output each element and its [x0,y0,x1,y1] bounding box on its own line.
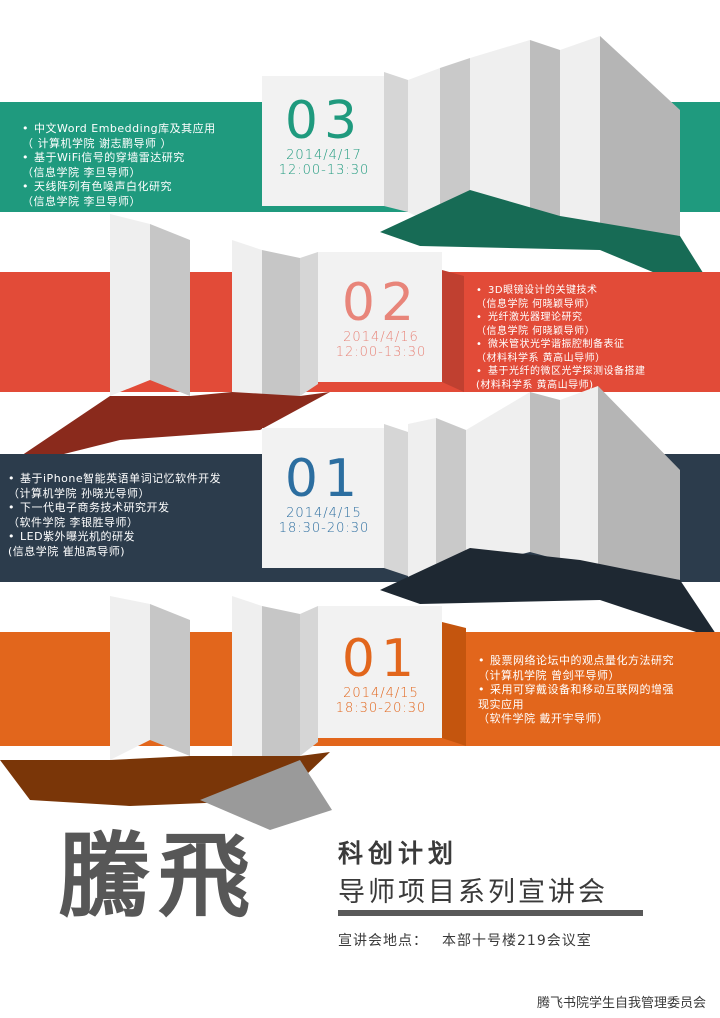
band-03 [0,36,720,300]
band-01b-panel [110,596,150,760]
band-02-panel [262,250,300,402]
band-01b-card-side [300,606,318,756]
band-02-panel [150,224,190,396]
band-03-panel [408,68,440,228]
band-02 [0,214,720,470]
band-02-panel [110,214,150,396]
topic-detail: （ 计算机学院 谢志鹏导师 ） [22,136,172,150]
topic-detail: （信息学院 何晓颖导师） [476,325,596,337]
topic-item: • LED紫外曝光机的研发 [8,530,136,543]
topic-detail: 现实应用 [478,697,524,711]
session-01a-time: 18:30-20:30 [278,521,370,536]
band-03-panel [560,36,600,226]
band-01b-shadow-gray [200,760,332,830]
band-01a-panel [598,386,680,580]
session-01b-date: 2014/4/15 [343,686,419,701]
topic-item: • 3D眼镜设计的关键技术 [476,285,598,296]
organizer-credit: 腾飞书院学生自我管理委员会 [536,996,706,1011]
topic-item: • 股票网络论坛中的观点量化方法研究 [478,654,674,667]
band-01b-card [318,606,442,738]
topic-detail: （信息学院 李旦导师） [22,194,141,208]
band-02-panel [232,240,262,402]
band-01b-panel [262,606,300,764]
topic-detail: （信息学院 李旦导师） [22,165,141,179]
band-03-card [262,76,384,206]
band-01b-panel [150,604,190,756]
session-03-card: 03 2014/4/17 12:00-13:30 [268,94,380,178]
session-01b-topics: • 股票网络论坛中的观点量化方法研究 （计算机学院 曾剑平导师） • 采用可穿戴设备… [478,654,674,727]
band-03-panel [530,40,560,220]
topic-item: • 基于iPhone智能英语单词记忆软件开发 [8,472,222,485]
band-03-shadow [380,190,720,300]
band-01a-panel [408,418,436,580]
band-01a-panel [560,386,598,568]
venue-label: 宣讲会地点： [338,933,428,949]
poster-subtitle-program: 科创计划 [338,839,459,868]
session-03-date: 2014/4/17 [286,148,362,163]
topic-item: • 中文Word Embedding库及其应用 [22,122,216,135]
session-01b-card: 01 2014/4/15 18:30-20:30 [322,632,440,716]
band-02-shadow [0,392,330,470]
topic-item: • 基于光纤的微区光学探测设备搭建 [476,366,646,377]
band-01a-panel [466,392,530,568]
band-02-card-shadow [442,270,464,392]
band-03-card-side [384,72,408,212]
title-divider [338,910,643,916]
topic-detail: (信息学院 崔旭高导师) [8,544,126,558]
topic-detail: （软件学院 戴开宇导师） [478,712,609,725]
band-01b [0,596,720,830]
band-01a-panel [530,392,560,560]
venue-value: 本部十号楼219会议室 [442,933,592,949]
band-03-panel [470,40,530,226]
session-03-topics: • 中文Word Embedding库及其应用 （ 计算机学院 谢志鹏导师 ） •… [22,122,216,209]
poster-title: 騰飛 [58,822,259,930]
poster-subtitle-event: 导师项目系列宣讲会 [338,877,608,908]
session-02-card: 02 2014/4/16 12:00-13:30 [322,276,440,360]
band-02-card-side [300,252,318,396]
band-01a-panel [436,418,466,568]
band-01b-card-shadow [442,622,466,746]
session-01b-time: 18:30-20:30 [335,701,427,716]
band-01a-card [262,428,384,568]
band-03-panel [600,36,680,236]
topic-detail: （材料科学系 黄高山导师） [476,352,606,364]
topic-item: • 光纤激光器理论研究 [476,312,583,323]
session-02-time: 12:00-13:30 [335,345,427,360]
topic-detail: （计算机学院 曾剑平导师） [478,668,620,682]
session-02-date: 2014/4/16 [343,330,419,345]
session-01a-number: 01 [284,449,364,509]
band-01a-card-side [384,424,408,576]
topic-item: • 天线阵列有色噪声白化研究 [22,180,172,193]
band-01a-shadow [380,548,720,640]
topic-item: • 采用可穿戴设备和移动互联网的增强 [478,683,674,696]
venue-line: 宣讲会地点： 本部十号楼219会议室 [338,930,592,950]
band-01a [0,386,720,640]
band-01b-panel [232,596,262,764]
topic-detail: （计算机学院 孙晓光导师） [8,486,150,500]
session-03-number: 03 [284,91,364,151]
topic-detail: (材料科学系 黄高山导师) [476,379,594,391]
session-01a-card: 01 2014/4/15 18:30-20:30 [268,452,380,536]
band-02-card [318,252,442,382]
session-01a-date: 2014/4/15 [286,506,362,521]
topic-detail: （软件学院 李银胜导师） [8,515,139,529]
session-03-time: 12:00-13:30 [278,163,370,178]
topic-item: • 下一代电子商务技术研究开发 [8,501,170,514]
topic-detail: （信息学院 何晓颖导师） [476,298,596,310]
session-01a-topics: • 基于iPhone智能英语单词记忆软件开发 （计算机学院 孙晓光导师） • 下一代… [8,472,221,559]
session-02-number: 02 [341,273,421,333]
session-02-topics: • 3D眼镜设计的关键技术 （信息学院 何晓颖导师） • 光纤激光器理论研究 （信息… [476,284,646,392]
topic-item: • 基于WiFi信号的穿墙雷达研究 [22,151,185,164]
topic-item: • 微米管状光学谐振腔制备表征 [476,339,625,350]
band-03-panel [440,58,470,228]
session-01b-number: 01 [341,629,421,689]
